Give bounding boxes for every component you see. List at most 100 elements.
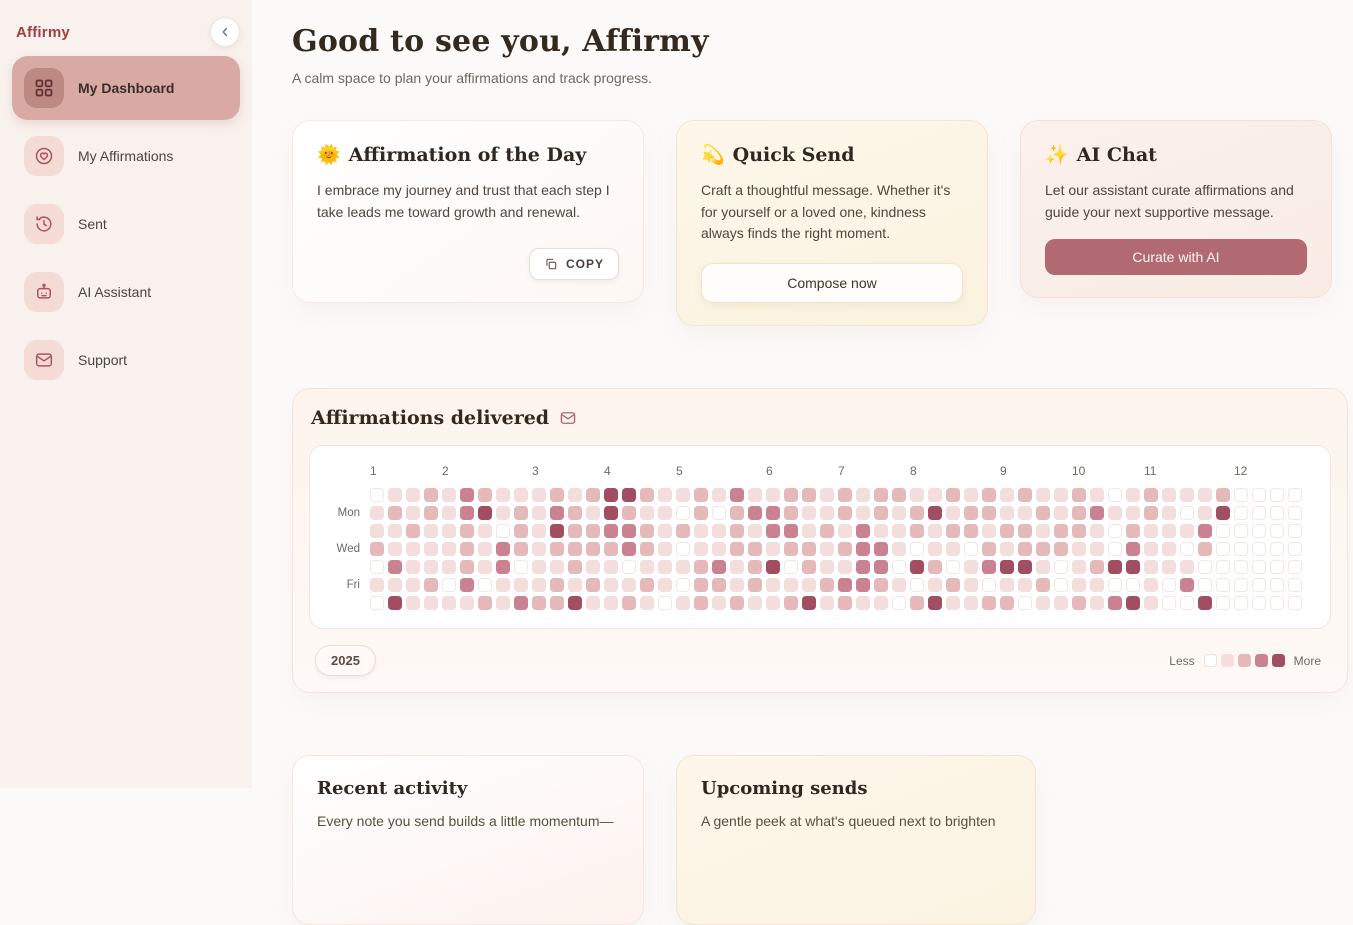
heart-circle-icon [24, 136, 64, 176]
heatmap-cell [766, 488, 780, 503]
heatmap-cell [460, 524, 474, 539]
sidebar-collapse-button[interactable] [210, 17, 240, 47]
heatmap-cell [1054, 524, 1068, 539]
heatmap-cell [424, 506, 438, 521]
heatmap-cell [928, 524, 942, 539]
heatmap-cell [784, 506, 798, 521]
heatmap-cell [442, 578, 456, 593]
heatmap-cell [982, 542, 996, 557]
heatmap-cell [1108, 596, 1122, 611]
heatmap-cell [928, 542, 942, 557]
heatmap-cell [928, 560, 942, 575]
heatmap-cell [802, 578, 816, 593]
ai-chat-card: ✨ AI Chat Let our assistant curate affir… [1020, 120, 1332, 299]
history-clock-icon [24, 204, 64, 244]
heatmap-cell [442, 488, 456, 503]
heatmap-cell [784, 560, 798, 575]
heatmap-cell [568, 524, 582, 539]
heatmap-cell [496, 578, 510, 593]
heatmap-cell [874, 560, 888, 575]
sidebar-item-support[interactable]: Support [12, 328, 240, 392]
month-label: 7 [838, 464, 845, 479]
bottom-cards-row: Recent activity Every note you send buil… [292, 755, 1348, 925]
copy-icon [544, 257, 558, 271]
sidebar-item-label: Support [78, 352, 128, 368]
compose-now-button[interactable]: Compose now [701, 263, 963, 304]
heatmap-cell [478, 560, 492, 575]
top-cards-row: 🌞 Affirmation of the Day I embrace my jo… [292, 120, 1348, 327]
heatmap-cell [1054, 488, 1068, 503]
heatmap-cell [1054, 596, 1068, 611]
heatmap-cell [1252, 488, 1266, 503]
heatmap-cell [1036, 560, 1050, 575]
heatmap-cell [406, 596, 420, 611]
heatmap-cell [514, 578, 528, 593]
heatmap-cell [766, 560, 780, 575]
sidebar-item-sent[interactable]: Sent [12, 192, 240, 256]
heatmap-cell [1270, 488, 1284, 503]
heatmap-cell [622, 596, 636, 611]
year-pill-button[interactable]: 2025 [315, 645, 376, 677]
heatmap-cell [946, 578, 960, 593]
heatmap-cell [784, 542, 798, 557]
upcoming-sends-card: Upcoming sends A gentle peek at what's q… [676, 755, 1036, 925]
heatmap-cell [874, 542, 888, 557]
heatmap-cell [496, 488, 510, 503]
heatmap-cell [478, 506, 492, 521]
heatmap-cell [748, 488, 762, 503]
day-label [330, 596, 360, 610]
heatmap-cell [910, 560, 924, 575]
heatmap-cell [964, 560, 978, 575]
heatmap-cell [478, 578, 492, 593]
curate-with-ai-button[interactable]: Curate with AI [1045, 239, 1307, 276]
heatmap-cell [1198, 524, 1212, 539]
heatmap-cell [766, 578, 780, 593]
heatmap-cell [856, 506, 870, 521]
heatmap-cell [856, 596, 870, 611]
heatmap-cell [1162, 560, 1176, 575]
heatmap-cell [1216, 506, 1230, 521]
legend-swatch [1237, 654, 1251, 668]
day-label [330, 488, 360, 502]
heatmap-cell [1036, 524, 1050, 539]
heatmap-cell [622, 542, 636, 557]
heatmap-legend: Less More [1165, 654, 1325, 668]
heatmap-cell [460, 596, 474, 611]
heatmap-cell [1216, 524, 1230, 539]
heatmap-cell [406, 578, 420, 593]
heatmap-cell [892, 506, 906, 521]
quick-send-text: Craft a thoughtful message. Whether it's… [701, 182, 951, 242]
heatmap-cell [712, 524, 726, 539]
heatmap-cell [1234, 506, 1248, 521]
heatmap-cell [964, 488, 978, 503]
heatmap-cell [550, 542, 564, 557]
heatmap-cell [1234, 596, 1248, 611]
heatmap-cell [1018, 578, 1032, 593]
heatmap-cell [802, 506, 816, 521]
heatmap-cell [550, 506, 564, 521]
heatmap-cell [388, 488, 402, 503]
heatmap-day-labels: Mon Wed Fri [330, 464, 360, 610]
heatmap-cell [910, 578, 924, 593]
envelope-icon [559, 409, 577, 427]
sidebar-item-ai-assistant[interactable]: AI Assistant [12, 260, 240, 324]
heatmap-cell [964, 542, 978, 557]
heatmap-cell [658, 596, 672, 611]
sidebar-item-my-affirmations[interactable]: My Affirmations [12, 124, 240, 188]
heatmap-cell [766, 542, 780, 557]
heatmap-cell [442, 524, 456, 539]
sidebar-item-my-dashboard[interactable]: My Dashboard [12, 56, 240, 120]
heatmap-cell [1216, 578, 1230, 593]
heatmap-cell [802, 488, 816, 503]
copy-button[interactable]: COPY [528, 248, 619, 280]
heatmap-cell [892, 596, 906, 611]
heatmap-cell [1090, 578, 1104, 593]
heatmap-cell [802, 542, 816, 557]
heatmap-cell [568, 488, 582, 503]
heatmap-cell [982, 488, 996, 503]
heatmap-cell [460, 542, 474, 557]
heatmap-cell [1180, 596, 1194, 611]
heatmap-cell [712, 560, 726, 575]
heatmap-cell [892, 524, 906, 539]
heatmap-cell [1144, 596, 1158, 611]
